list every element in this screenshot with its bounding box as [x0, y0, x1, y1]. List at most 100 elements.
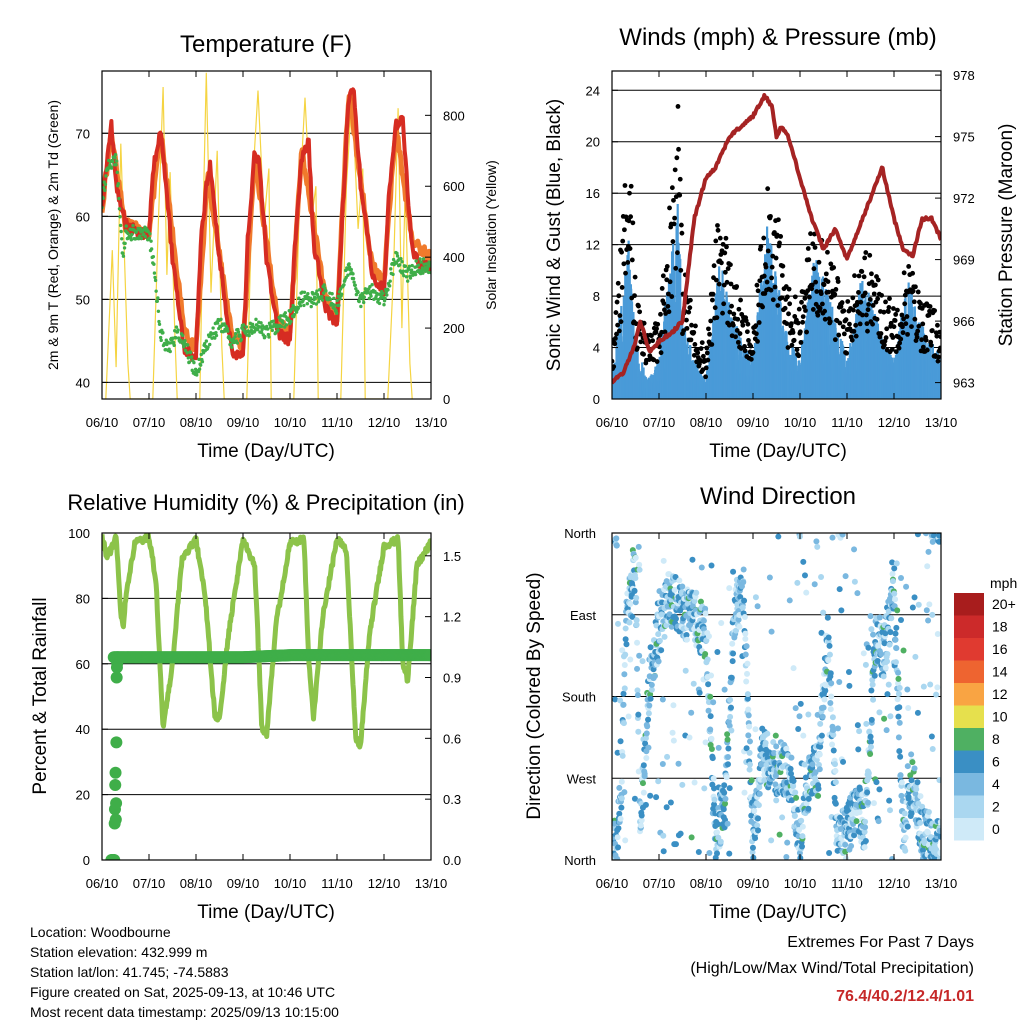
wind-gust-point [625, 260, 631, 265]
wind-gust-point [918, 301, 923, 306]
panel-0-xlabel: Time (Day/UTC) [197, 441, 335, 462]
dewpoint-point [405, 279, 410, 283]
dewpoint-point [117, 196, 121, 201]
direction-point [690, 680, 697, 687]
direction-point [639, 780, 646, 787]
wind-gust-point [761, 235, 767, 241]
dewpoint-point [407, 267, 411, 272]
wind-gust-point [736, 306, 742, 312]
direction-point [904, 686, 911, 693]
wind-gust-point [737, 331, 743, 336]
wind-gust-point [792, 314, 798, 319]
dewpoint-point [129, 235, 133, 239]
wind-gust-point [898, 336, 904, 342]
wind-gust-point [667, 279, 673, 285]
direction-point [633, 617, 640, 624]
direction-point [896, 748, 903, 755]
direction-point [622, 636, 629, 643]
wind-gust-point [850, 295, 856, 301]
direction-point [635, 711, 642, 718]
direction-point [936, 533, 941, 539]
direction-point [708, 562, 715, 569]
dewpoint-point [297, 296, 301, 300]
direction-point [826, 642, 833, 649]
panel-1-plot [612, 89, 941, 399]
wind-gust-point [735, 339, 741, 345]
direction-point [635, 543, 642, 550]
direction-point [865, 770, 872, 777]
panel-1-ytick-label: 0 [593, 392, 600, 407]
direction-point [726, 785, 733, 792]
wind-gust-point [883, 299, 888, 305]
panel-1-ytick-label: 8 [593, 289, 600, 304]
dewpoint-point [157, 319, 161, 324]
wind-gust-point [864, 321, 870, 327]
wind-gust-point [728, 262, 733, 268]
wind-gust-point [934, 333, 940, 339]
direction-point [903, 583, 910, 590]
dewpoint-point [188, 350, 193, 355]
direction-point [889, 559, 896, 566]
rainfall-point [424, 649, 431, 662]
direction-point [919, 803, 926, 810]
wind-gust-point [681, 328, 687, 334]
direction-point [621, 662, 628, 669]
panel-2-ytick-label: 0 [83, 853, 90, 868]
wind-gust-point [889, 346, 895, 352]
wind-gust-point [823, 271, 829, 277]
direction-point [884, 691, 891, 698]
dewpoint-point [219, 317, 223, 322]
dewpoint-point [200, 360, 205, 364]
dewpoint-point [182, 345, 186, 349]
direction-point [805, 805, 812, 812]
dewpoint-point [334, 311, 339, 315]
extremes-title: Extremes For Past 7 Days [787, 934, 974, 951]
panel-3-ytick-label: South [562, 690, 596, 705]
direction-point [928, 733, 935, 740]
direction-point [726, 585, 733, 592]
wind-gust-point [805, 288, 811, 294]
direction-point [902, 834, 909, 841]
direction-point [867, 750, 874, 757]
direction-point [937, 833, 941, 840]
direction-point [764, 730, 771, 737]
direction-point [829, 534, 836, 541]
wind-gust-point [865, 307, 871, 313]
direction-point [919, 847, 926, 854]
dewpoint-point [353, 283, 357, 287]
direction-point [658, 647, 665, 654]
dewpoint-point [346, 273, 350, 277]
wind-gust-point [753, 323, 759, 329]
wind-gust-point [810, 241, 816, 247]
direction-point [898, 575, 905, 582]
direction-point [803, 800, 810, 807]
direction-point [615, 825, 622, 832]
wind-gust-point [662, 329, 668, 335]
direction-point [752, 835, 759, 842]
direction-point [713, 850, 720, 857]
wind-gust-point [619, 285, 625, 290]
wind-gust-point [881, 309, 887, 315]
direction-point [755, 802, 762, 809]
panel-2-y2tick-label: 1.2 [443, 610, 461, 625]
direction-point [727, 713, 734, 720]
direction-point [818, 573, 825, 580]
dewpoint-point [228, 342, 233, 347]
wind-gust-point [822, 316, 828, 322]
wind-gust-point [750, 350, 756, 355]
wind-gust-point [714, 315, 720, 321]
station-pressure-line [612, 93, 941, 385]
wind-gust-point [833, 287, 839, 292]
wind-gust-point [794, 347, 800, 353]
dewpoint-point [315, 289, 319, 293]
direction-point [840, 758, 847, 765]
direction-point [817, 743, 824, 750]
panel-0-xtick-label: 09/10 [227, 415, 260, 430]
direction-point [772, 732, 779, 739]
wind-gust-point [698, 346, 704, 351]
direction-point [643, 754, 650, 761]
wind-gust-point [620, 238, 626, 244]
panel-2-xtick-label: 06/10 [86, 876, 119, 891]
panel-3-ylabel: Direction (Colored By Speed) [524, 572, 545, 819]
direction-point [625, 713, 632, 720]
